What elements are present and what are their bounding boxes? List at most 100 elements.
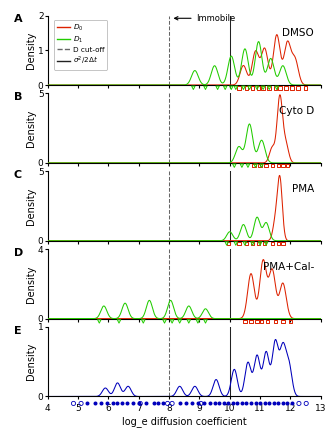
Point	[276, 162, 281, 169]
Point	[191, 84, 196, 91]
Point	[266, 400, 272, 407]
Point	[203, 84, 208, 91]
Point	[258, 400, 263, 407]
Point	[169, 318, 175, 325]
Point	[276, 400, 281, 407]
Point	[288, 318, 293, 325]
Point	[247, 84, 252, 91]
Point	[186, 318, 191, 325]
Point	[97, 318, 102, 325]
Text: D: D	[13, 248, 23, 258]
Point	[261, 84, 266, 91]
Text: Immobile: Immobile	[175, 14, 236, 23]
Point	[248, 318, 254, 325]
Point	[236, 84, 241, 91]
Point	[285, 162, 290, 169]
Point	[226, 240, 231, 247]
Point	[138, 400, 143, 407]
Point	[78, 400, 84, 407]
Point	[241, 84, 246, 91]
Point	[304, 400, 309, 407]
Point	[115, 400, 120, 407]
Point	[104, 400, 110, 407]
Point	[250, 84, 255, 91]
Point	[71, 400, 76, 407]
Text: B: B	[13, 92, 22, 102]
Point	[280, 318, 286, 325]
Point	[244, 84, 249, 91]
Point	[269, 162, 275, 169]
Point	[98, 400, 103, 407]
Point	[235, 400, 240, 407]
Point	[169, 400, 175, 407]
Point	[198, 400, 204, 407]
Text: Cyto D: Cyto D	[279, 106, 314, 116]
Point	[195, 400, 200, 407]
X-axis label: log_e diffusion coefficient: log_e diffusion coefficient	[122, 416, 247, 427]
Point	[201, 400, 207, 407]
Point	[195, 318, 200, 325]
Point	[244, 400, 249, 407]
Text: DMSO: DMSO	[282, 28, 314, 38]
Point	[116, 318, 122, 325]
Point	[289, 84, 294, 91]
Point	[215, 84, 220, 91]
Point	[233, 240, 239, 247]
Point	[274, 84, 279, 91]
Point	[259, 162, 264, 169]
Point	[189, 400, 194, 407]
Point	[250, 240, 255, 247]
Point	[144, 400, 149, 407]
Point	[273, 84, 278, 91]
Point	[258, 162, 263, 169]
Point	[271, 400, 276, 407]
Point	[262, 240, 267, 247]
Y-axis label: Density: Density	[26, 187, 37, 225]
Point	[207, 400, 213, 407]
Point	[130, 400, 135, 407]
Point	[261, 84, 266, 91]
Point	[165, 400, 170, 407]
Point	[259, 318, 264, 325]
Point	[162, 318, 167, 325]
Point	[216, 400, 222, 407]
Point	[303, 84, 308, 91]
Point	[276, 240, 281, 247]
Point	[280, 400, 286, 407]
Point	[245, 162, 251, 169]
Point	[254, 318, 260, 325]
Y-axis label: Density: Density	[26, 343, 37, 381]
Point	[296, 400, 302, 407]
Point	[244, 240, 249, 247]
Text: C: C	[13, 170, 22, 180]
Point	[221, 400, 226, 407]
Point	[258, 240, 263, 247]
Point	[266, 84, 272, 91]
Point	[222, 84, 228, 91]
Point	[110, 400, 115, 407]
Point	[251, 162, 257, 169]
Point	[239, 400, 244, 407]
Point	[242, 240, 247, 247]
Text: E: E	[13, 326, 21, 336]
Point	[256, 84, 261, 91]
Point	[203, 318, 208, 325]
Point	[177, 318, 182, 325]
Point	[156, 400, 161, 407]
Point	[239, 162, 244, 169]
Point	[253, 400, 258, 407]
Point	[136, 400, 141, 407]
Point	[265, 318, 270, 325]
Point	[289, 400, 294, 407]
Point	[151, 400, 157, 407]
Point	[183, 400, 189, 407]
Point	[233, 84, 239, 91]
Point	[242, 318, 247, 325]
Y-axis label: Density: Density	[26, 265, 37, 303]
Point	[224, 240, 229, 247]
Point	[160, 400, 165, 407]
Point	[295, 84, 301, 91]
Point	[280, 162, 286, 169]
Point	[248, 400, 254, 407]
Point	[266, 84, 272, 91]
